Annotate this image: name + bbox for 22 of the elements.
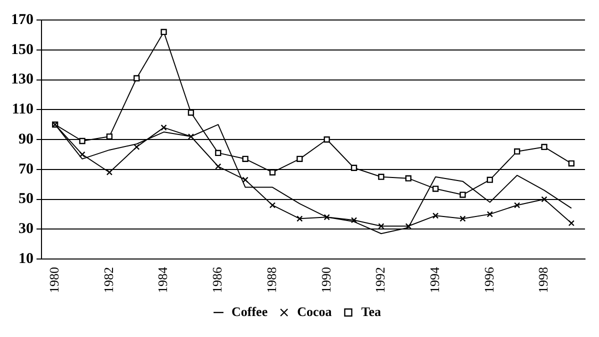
x-tick-label: 1984 xyxy=(155,266,170,293)
x-tick-label: 1982 xyxy=(100,267,116,293)
y-tick-label: 30 xyxy=(18,221,34,237)
legend-label: Cocoa xyxy=(297,304,332,319)
y-tick-label: 10 xyxy=(18,250,34,267)
x-tick-label: 1994 xyxy=(426,266,442,293)
legend-label: Coffee xyxy=(232,304,268,319)
y-tick-label: 130 xyxy=(11,72,34,88)
x-tick-label: 1980 xyxy=(46,267,62,293)
y-tick-label: 90 xyxy=(18,131,34,148)
x-tick-label: 1986 xyxy=(210,266,225,293)
x-tick-label: 1988 xyxy=(264,267,279,293)
x-tick-label: 1996 xyxy=(481,266,496,293)
y-tick-label: 110 xyxy=(12,102,34,118)
y-tick-label: 170 xyxy=(11,12,34,28)
y-tick-label: 50 xyxy=(18,191,34,208)
y-tick-label: 70 xyxy=(18,161,34,178)
x-tick-label: 1998 xyxy=(536,267,551,293)
x-tick-label: 1992 xyxy=(372,267,388,293)
x-tick-label: 1990 xyxy=(318,267,334,293)
y-tick-label: 150 xyxy=(11,42,34,58)
legend-label: Tea xyxy=(361,304,382,319)
